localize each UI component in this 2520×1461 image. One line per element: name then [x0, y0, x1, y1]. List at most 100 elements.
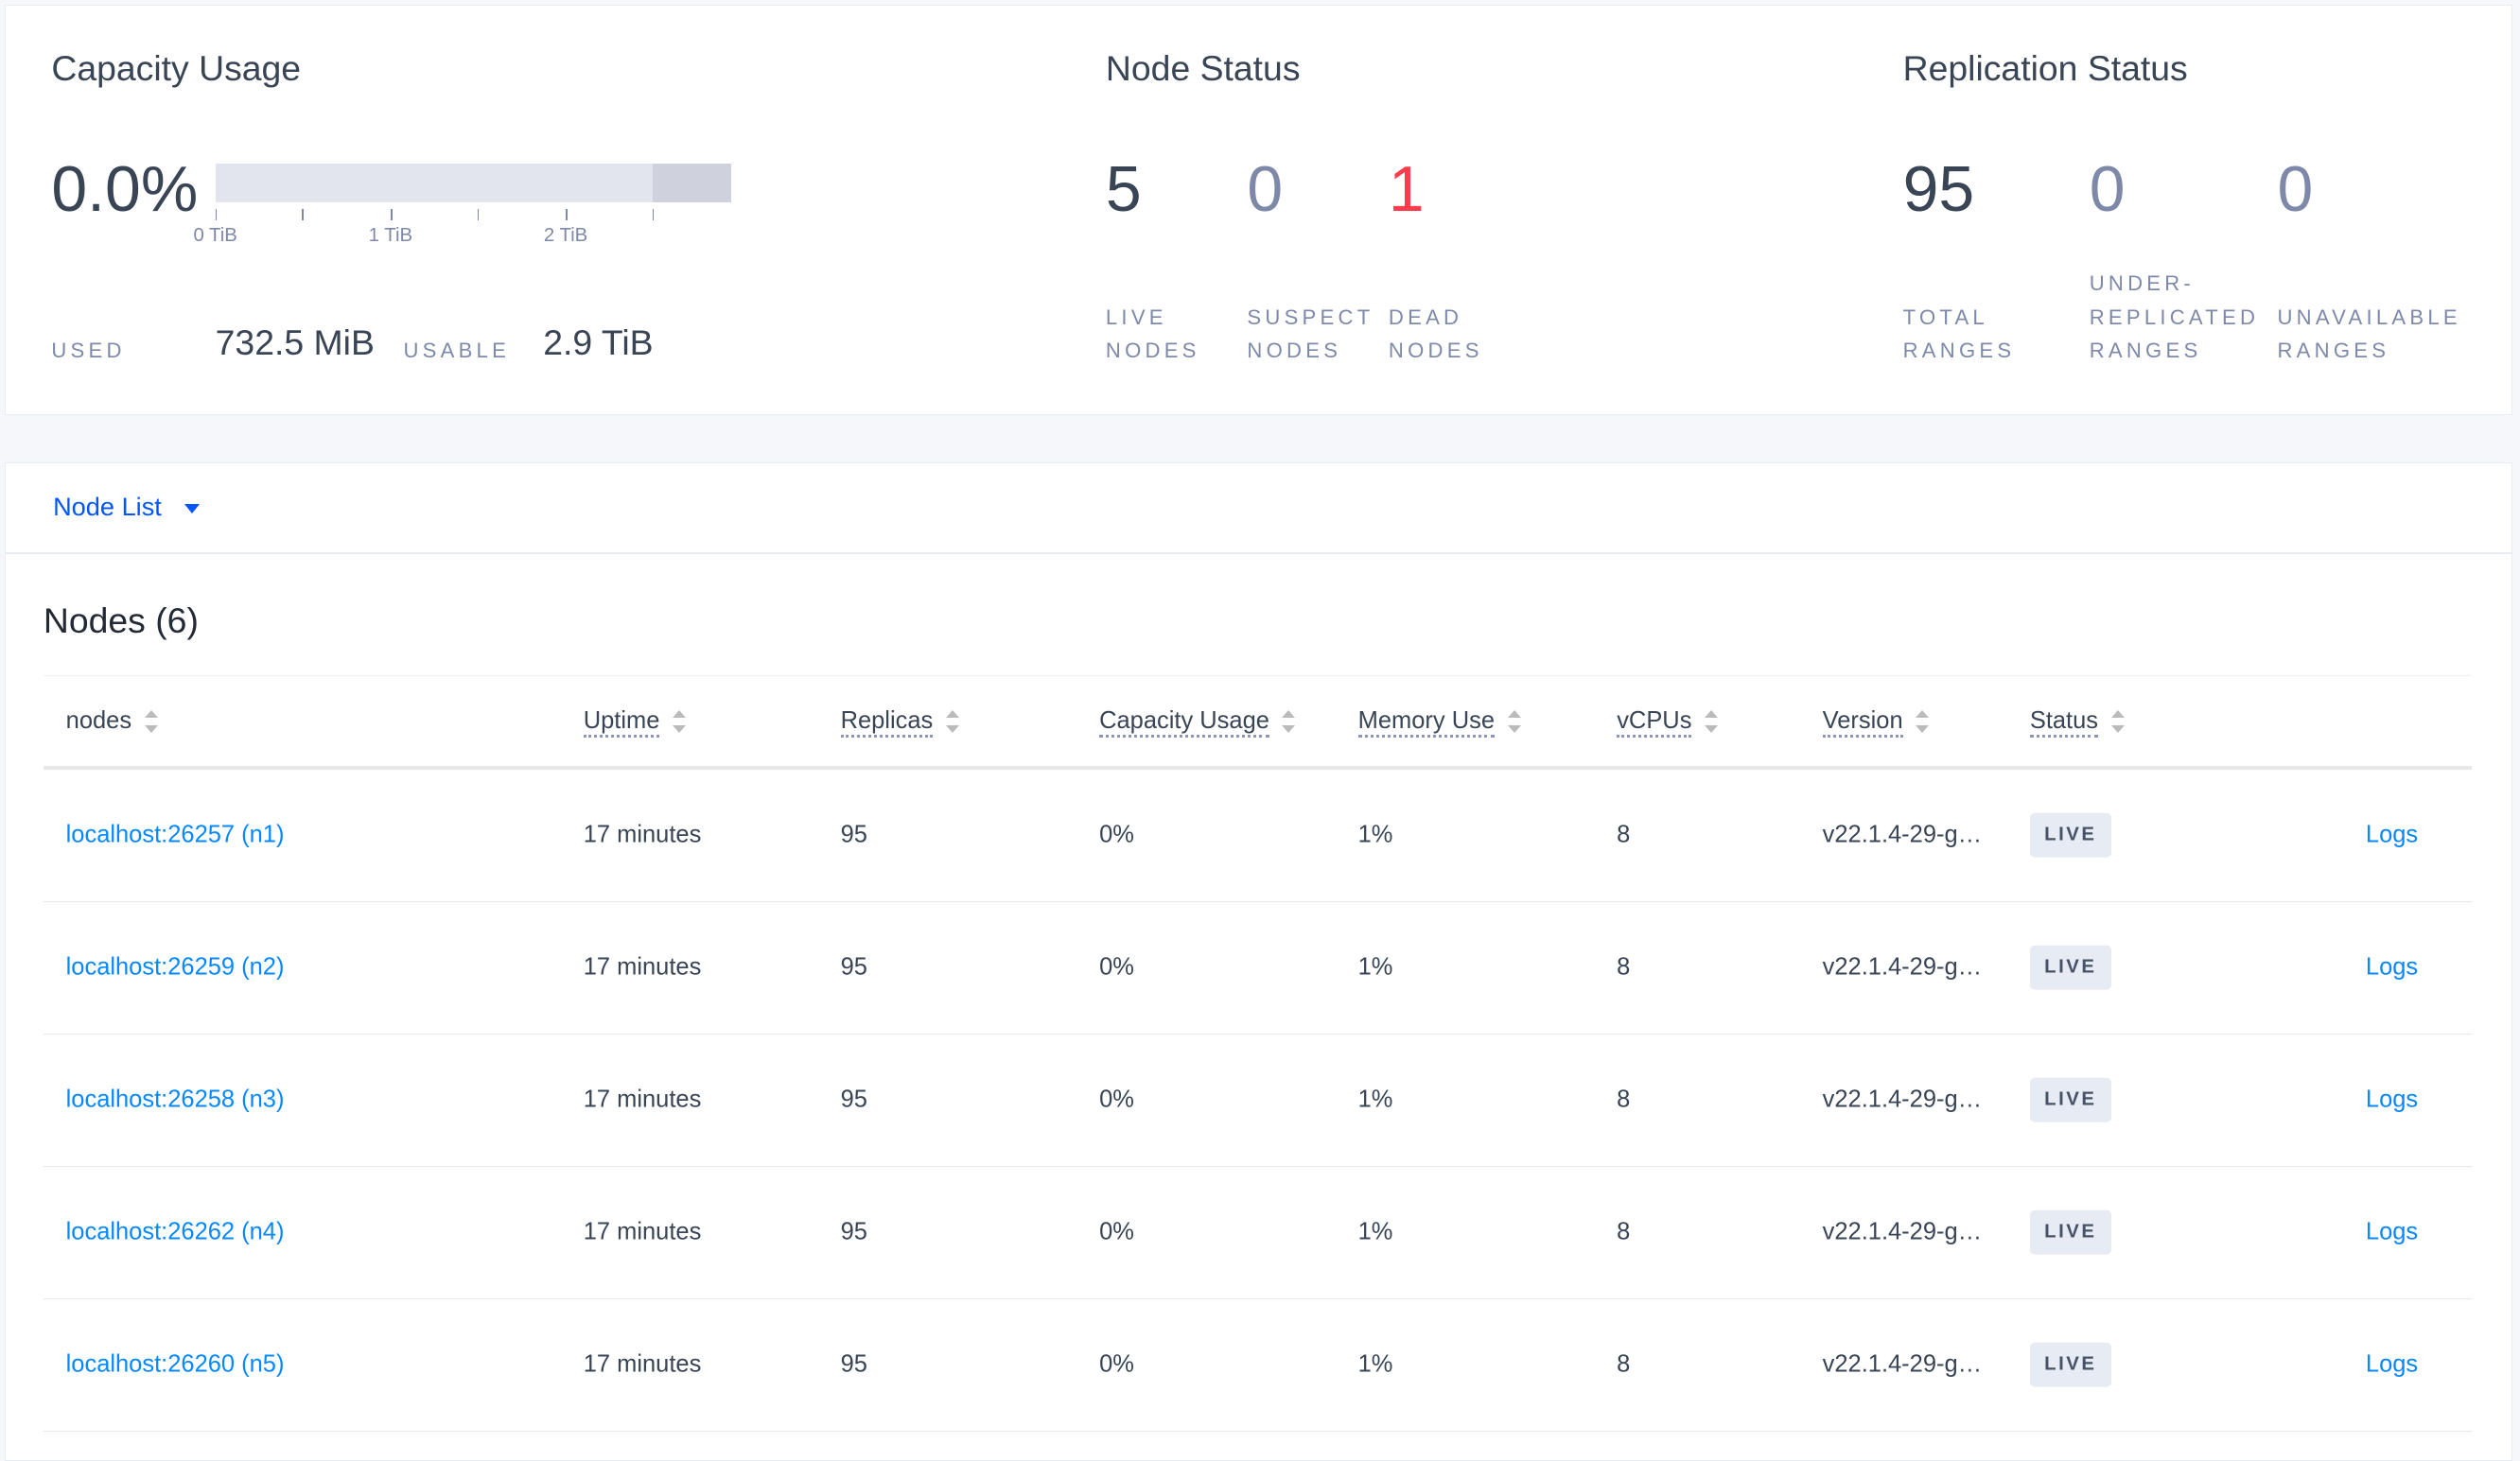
cell-uptime: 17 minutes [583, 1218, 702, 1245]
logs-link[interactable]: Logs [2365, 953, 2419, 981]
cell-capacity: 0% [1099, 1218, 1134, 1245]
column-header-status[interactable]: Status [2029, 706, 2126, 739]
usable-value: 2.9 TiB [543, 322, 654, 363]
logs-link[interactable]: Logs [2365, 1350, 2419, 1378]
cell-vcpus: 8 [1617, 953, 1631, 981]
table-row: localhost:26258 (n3) 17 minutes 95 0% 1% 8 v22… [43, 1035, 2473, 1168]
cell-replicas: 95 [840, 1218, 867, 1245]
sort-icon [144, 709, 159, 733]
total-ranges-count: 95 [1902, 152, 1975, 225]
summary-card [5, 5, 2512, 415]
cell-version: v22.1.4-29-g… [1822, 953, 1983, 981]
tick-label: 1 TiB [368, 224, 413, 246]
cell-replicas: 95 [840, 1350, 867, 1378]
capacity-percent: 0.0% [51, 152, 199, 225]
cell-version: v22.1.4-29-g… [1822, 1086, 1983, 1113]
cell-memory: 1% [1357, 821, 1393, 848]
cell-version: v22.1.4-29-g… [1822, 1218, 1983, 1245]
node-link[interactable]: localhost:26259 (n2) [65, 953, 285, 981]
column-header-memory[interactable]: Memory Use [1357, 706, 1522, 739]
usable-label: USABLE [403, 339, 511, 363]
column-header-nodes[interactable]: nodes [66, 707, 159, 735]
total-ranges-label: TOTAL RANGES [1902, 304, 2016, 363]
used-value: 732.5 MiB [215, 322, 375, 363]
tick [215, 208, 218, 220]
capacity-title: Capacity Usage [51, 47, 302, 88]
sort-icon [1507, 709, 1522, 733]
unavailable-count: 0 [2277, 152, 2314, 225]
cell-capacity: 0% [1099, 1350, 1134, 1378]
sort-icon [1916, 709, 1930, 733]
logs-link[interactable]: Logs [2365, 821, 2419, 848]
nodes-table-title: Nodes (6) [43, 600, 199, 641]
cell-capacity: 0% [1099, 821, 1134, 848]
unavailable-label: UNAVAILABLE RANGES [2277, 304, 2461, 363]
divider [5, 552, 2512, 555]
node-link[interactable]: localhost:26260 (n5) [65, 1350, 285, 1378]
caret-down-icon [184, 503, 201, 513]
tick [302, 208, 305, 220]
suspect-nodes-count: 0 [1247, 152, 1284, 225]
cell-uptime: 17 minutes [583, 1086, 702, 1113]
header-divider [43, 766, 2473, 770]
tick [566, 208, 568, 220]
table-row: localhost:26260 (n5) 17 minutes 95 0% 1% 8 v22… [43, 1299, 2473, 1433]
node-list-dropdown[interactable]: Node List [53, 491, 201, 522]
cell-capacity: 0% [1099, 953, 1134, 981]
cell-uptime: 17 minutes [583, 821, 702, 848]
cell-vcpus: 8 [1617, 1218, 1631, 1245]
status-badge: LIVE [2029, 1343, 2111, 1387]
divider [43, 674, 2473, 677]
node-link[interactable]: localhost:26258 (n3) [65, 1086, 285, 1113]
under-replicated-count: 0 [2089, 152, 2126, 225]
node-status-title: Node Status [1105, 47, 1301, 88]
cell-memory: 1% [1357, 1218, 1393, 1245]
cell-vcpus: 8 [1617, 821, 1631, 848]
cell-uptime: 17 minutes [583, 1350, 702, 1378]
cell-version: v22.1.4-29-g… [1822, 821, 1983, 848]
cell-capacity: 0% [1099, 1086, 1134, 1113]
live-nodes-label: LIVE NODES [1105, 304, 1200, 363]
column-header-replicas[interactable]: Replicas [840, 706, 961, 739]
under-replicated-label: UNDER- REPLICATED RANGES [2089, 271, 2260, 363]
suspect-nodes-label: SUSPECT NODES [1247, 304, 1374, 363]
node-link[interactable]: localhost:26257 (n1) [65, 821, 285, 848]
cell-replicas: 95 [840, 953, 867, 981]
replication-title: Replication Status [1902, 47, 2188, 88]
table-row: localhost:26262 (n4) 17 minutes 95 0% 1% 8 v22… [43, 1167, 2473, 1300]
column-header-vcpus[interactable]: vCPUs [1617, 706, 1719, 739]
sort-icon [945, 709, 960, 733]
capacity-bar-remainder [652, 164, 732, 203]
column-header-version[interactable]: Version [1822, 706, 1931, 739]
node-link[interactable]: localhost:26262 (n4) [65, 1218, 285, 1245]
cell-version: v22.1.4-29-g… [1822, 1350, 1983, 1378]
status-badge: LIVE [2029, 1210, 2111, 1255]
cell-vcpus: 8 [1617, 1350, 1631, 1378]
sort-icon [1282, 709, 1296, 733]
dropdown-label: Node List [53, 491, 162, 521]
status-badge: LIVE [2029, 1078, 2111, 1122]
cell-uptime: 17 minutes [583, 953, 702, 981]
live-nodes-count: 5 [1105, 152, 1142, 225]
cell-vcpus: 8 [1617, 1086, 1631, 1113]
sort-icon [2110, 709, 2126, 733]
sort-icon [1705, 709, 1719, 733]
column-header-uptime[interactable]: Uptime [583, 706, 688, 739]
logs-link[interactable]: Logs [2365, 1218, 2419, 1245]
cell-memory: 1% [1357, 1350, 1393, 1378]
cell-replicas: 95 [840, 1086, 867, 1113]
tick-label: 2 TiB [543, 224, 588, 246]
cell-replicas: 95 [840, 821, 867, 848]
logs-link[interactable]: Logs [2365, 1086, 2419, 1113]
dead-nodes-count: 1 [1388, 152, 1425, 225]
sort-icon [672, 709, 687, 733]
status-badge: LIVE [2029, 813, 2111, 858]
cell-memory: 1% [1357, 1086, 1393, 1113]
tick [652, 208, 655, 220]
tick [477, 208, 480, 220]
dead-nodes-label: DEAD NODES [1388, 304, 1483, 363]
used-label: USED [51, 339, 126, 363]
tick-label: 0 TiB [193, 224, 237, 246]
column-header-capacity[interactable]: Capacity Usage [1099, 706, 1297, 739]
table-row: localhost:26257 (n1) 17 minutes 95 0% 1% 8 v22… [43, 770, 2473, 903]
